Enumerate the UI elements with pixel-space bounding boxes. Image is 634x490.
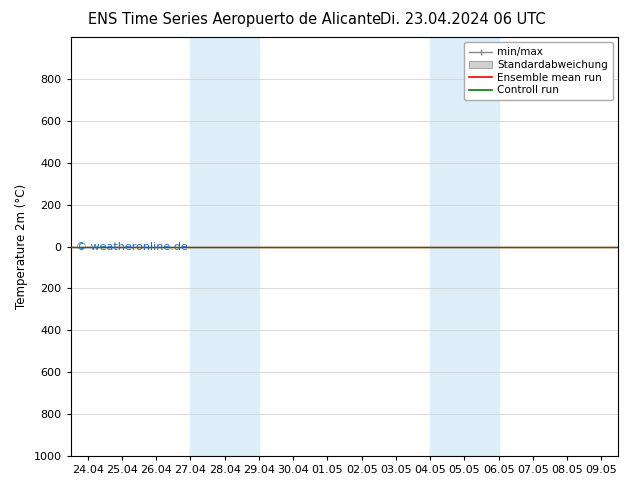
Bar — [190, 37, 259, 456]
Text: ENS Time Series Aeropuerto de Alicante: ENS Time Series Aeropuerto de Alicante — [88, 12, 381, 27]
Legend: min/max, Standardabweichung, Ensemble mean run, Controll run: min/max, Standardabweichung, Ensemble me… — [464, 42, 613, 100]
Y-axis label: Temperature 2m (°C): Temperature 2m (°C) — [15, 184, 28, 309]
Text: © weatheronline.de: © weatheronline.de — [76, 242, 188, 251]
Text: Di. 23.04.2024 06 UTC: Di. 23.04.2024 06 UTC — [380, 12, 546, 27]
Bar — [430, 37, 498, 456]
